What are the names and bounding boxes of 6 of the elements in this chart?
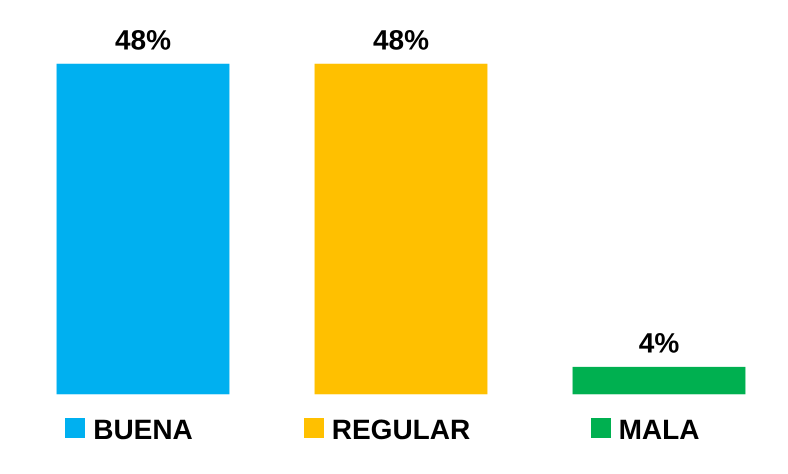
x-tick-label: REGULAR [332,414,470,445]
data-label: 4% [638,328,680,359]
x-tick-label: BUENA [93,414,193,445]
data-label: 48% [114,24,172,56]
data-label: 48% [372,24,430,56]
x-tick-label: MALA [618,414,700,445]
